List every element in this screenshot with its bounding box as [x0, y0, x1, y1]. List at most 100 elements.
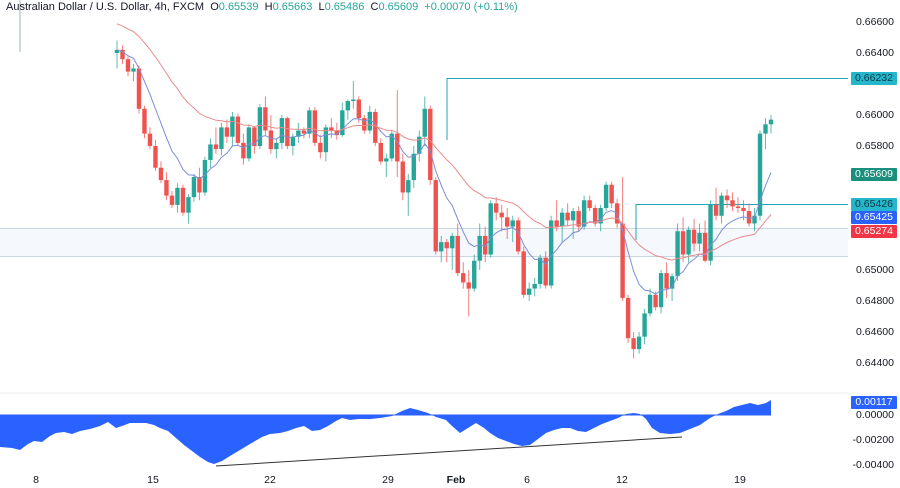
candle-body	[175, 187, 180, 205]
candle-body	[224, 127, 230, 137]
time-label: 19	[734, 474, 746, 486]
candle-body	[559, 212, 565, 227]
time-label-month: Feb	[446, 474, 466, 486]
candle-body	[400, 161, 405, 193]
candle-body	[378, 142, 383, 162]
candle-body	[131, 68, 136, 72]
candle-body	[428, 108, 433, 181]
candle-body	[680, 231, 686, 255]
candle-body	[208, 144, 213, 160]
candle-body	[581, 200, 587, 227]
symbol-title: Australian Dollar / U.S. Dollar, 4h, FXC…	[6, 1, 205, 13]
candle-body	[697, 232, 702, 244]
candle-body	[488, 203, 493, 255]
candle-body	[752, 215, 757, 224]
candle-body	[735, 206, 741, 208]
candle-body	[433, 180, 438, 252]
price-label: 0.65000	[856, 264, 894, 276]
candle-body	[235, 116, 241, 143]
candle-body	[768, 119, 774, 125]
candle-body	[213, 144, 219, 150]
candle-body	[730, 200, 735, 207]
candle-body	[164, 180, 169, 196]
candle-body	[653, 294, 658, 308]
resistance-level-line	[446, 78, 848, 140]
candle-body	[334, 130, 340, 136]
candle-body	[724, 195, 730, 201]
low-value: 0.65486	[324, 1, 365, 13]
candle-body	[576, 211, 581, 227]
candle-body	[411, 153, 416, 181]
candle-body	[323, 127, 329, 153]
price-label: 0.66000	[856, 109, 894, 121]
candle-body	[384, 158, 389, 162]
candle-body	[257, 107, 263, 146]
breakout-price-tag: 0.65426	[851, 198, 897, 211]
oscillator-label: 0.00000	[856, 409, 894, 421]
candle-body	[548, 220, 554, 286]
candle-body	[505, 217, 510, 227]
candle-body	[301, 130, 307, 134]
candle-body	[219, 127, 224, 150]
candle-body	[439, 242, 444, 252]
candle-body	[142, 108, 147, 134]
candle-body	[417, 136, 422, 154]
candle-body	[389, 133, 394, 159]
candle-body	[120, 49, 125, 60]
candle-body	[450, 235, 455, 249]
candle-body	[241, 142, 246, 159]
candle-body	[186, 197, 191, 213]
symbol-legend: Australian Dollar / U.S. Dollar, 4h, FXC…	[6, 1, 518, 13]
candle-body	[367, 111, 373, 131]
time-label: 15	[147, 474, 159, 486]
candle-body	[609, 184, 614, 204]
candle-body	[422, 108, 427, 137]
candle-body	[554, 220, 559, 227]
candle-body	[351, 99, 356, 102]
open-value: 0.65539	[218, 1, 259, 13]
candle-body	[285, 118, 290, 146]
ema-fast-tag: 0.65425	[851, 211, 897, 224]
candle-body	[532, 283, 537, 289]
price-label: 0.64600	[856, 326, 894, 338]
candle-body	[290, 136, 296, 146]
candle-body	[570, 211, 576, 221]
ema-slow-line	[116, 23, 772, 261]
candle-body	[636, 336, 642, 350]
candle-body	[675, 231, 680, 277]
candle-body	[647, 294, 653, 314]
candle-body	[686, 229, 691, 255]
candle-body	[455, 235, 460, 274]
candle-body	[268, 130, 274, 150]
candle-body	[603, 184, 609, 208]
candle-body	[598, 208, 603, 224]
candle-body	[444, 242, 449, 249]
price-label: 0.66600	[856, 16, 894, 28]
price-label: 0.64400	[856, 357, 894, 369]
candle-body	[307, 110, 312, 134]
candle-body	[230, 116, 235, 137]
time-label: 6	[524, 474, 530, 486]
candle-body	[708, 204, 713, 261]
candle-body	[625, 297, 631, 339]
candle-body	[169, 195, 175, 205]
candle-body	[274, 142, 279, 150]
candlestick-series	[114, 40, 774, 359]
candle-body	[252, 127, 257, 146]
candle-body	[537, 257, 543, 284]
candle-body	[202, 159, 208, 193]
candle-body	[499, 212, 504, 218]
candle-body	[642, 313, 647, 337]
price-label: 0.64800	[856, 295, 894, 307]
candle-body	[713, 204, 719, 216]
candle-body	[153, 146, 158, 168]
candle-body	[631, 338, 636, 350]
high-value: 0.65663	[272, 1, 313, 13]
candle-body	[477, 235, 482, 261]
candle-body	[669, 276, 675, 289]
ema-slow-tag: 0.65274	[851, 225, 897, 238]
candle-body	[356, 99, 362, 119]
candle-body	[345, 101, 351, 111]
candle-body	[526, 288, 532, 295]
